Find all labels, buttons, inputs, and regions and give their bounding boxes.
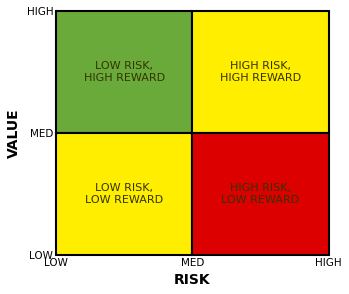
Text: HIGH RISK,
LOW REWARD: HIGH RISK, LOW REWARD [222,183,299,205]
Bar [192,11,329,133]
Bar [56,11,192,133]
Bar [192,133,329,255]
Text: LOW RISK,
LOW REWARD: LOW RISK, LOW REWARD [85,183,163,205]
Text: LOW RISK,
HIGH REWARD: LOW RISK, HIGH REWARD [83,61,165,83]
X-axis label: RISK: RISK [174,273,211,287]
Text: HIGH RISK,
HIGH REWARD: HIGH RISK, HIGH REWARD [220,61,301,83]
Bar [56,133,192,255]
Y-axis label: VALUE: VALUE [7,108,21,158]
